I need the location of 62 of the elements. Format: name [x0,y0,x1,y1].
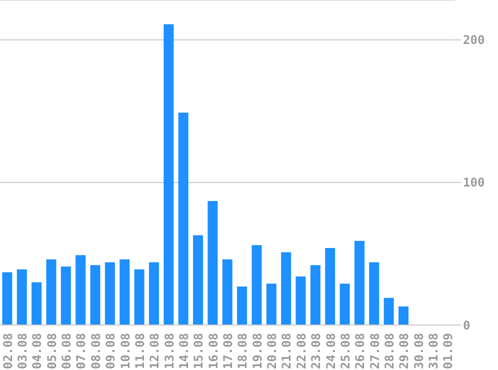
bar [252,245,262,325]
x-tick-label: 14.08 [176,333,191,370]
bar [384,298,394,325]
x-tick-label: 11.08 [132,333,147,370]
bar [46,259,56,325]
bar [2,272,12,325]
y-tick-label: 0 [463,318,470,332]
x-tick-label: 17.08 [221,333,236,370]
x-tick-label: 25.08 [338,333,352,370]
x-tick-label: 21.08 [280,333,294,370]
bar [222,259,232,325]
x-tick-label: 04.08 [30,333,44,370]
bar [76,255,86,325]
x-tick-label: 18.08 [236,333,250,370]
x-tick-label: 03.08 [16,333,30,370]
bar [178,112,188,325]
bar [237,286,248,325]
x-tick-label: 29.08 [397,333,412,370]
bar [120,259,130,325]
bar [340,284,350,325]
x-tick-label: 20.08 [265,333,280,370]
x-tick-label: 27.08 [368,333,382,370]
bar [296,276,306,325]
x-tick-label: 07.08 [74,333,88,370]
x-tick-label: 08.08 [88,333,103,370]
x-tick-label: 05.08 [44,333,59,370]
x-tick-label: 09.08 [104,333,118,370]
x-tick-label: 15.08 [192,333,206,370]
bar [104,262,115,325]
bar [193,235,204,325]
bar [32,282,42,325]
x-tick-label: 24.08 [324,333,338,370]
x-tick-label: 26.08 [353,333,368,370]
bar [208,200,218,325]
bar [90,265,100,325]
bar [148,262,159,325]
x-tick-label: 28.08 [382,333,396,370]
bar [16,269,27,325]
x-tick-label: 31.08 [426,333,441,370]
x-tick-label: 23.08 [309,333,324,370]
x-tick-label: 22.08 [294,333,308,370]
bar [310,265,320,325]
x-tick-label: 01.09 [441,333,456,370]
bar [266,284,276,325]
x-tick-label: 06.08 [60,333,74,370]
bar [354,240,364,325]
bar [60,266,71,325]
bar [369,262,380,325]
x-tick-label: 19.08 [250,333,264,370]
bar [164,24,174,325]
x-tick-label: 13.08 [162,333,176,370]
x-tick-label: 02.08 [0,333,15,370]
bar [398,306,408,325]
y-tick-label: 100 [463,176,485,190]
bar [325,248,336,325]
x-tick-label: 16.08 [206,333,220,370]
y-tick-label: 200 [463,33,485,48]
x-tick-label: 10.08 [118,333,132,370]
bar [134,269,144,325]
x-tick-label: 12.08 [148,333,162,370]
bar [281,252,292,325]
x-tick-label: 30.08 [412,333,426,370]
